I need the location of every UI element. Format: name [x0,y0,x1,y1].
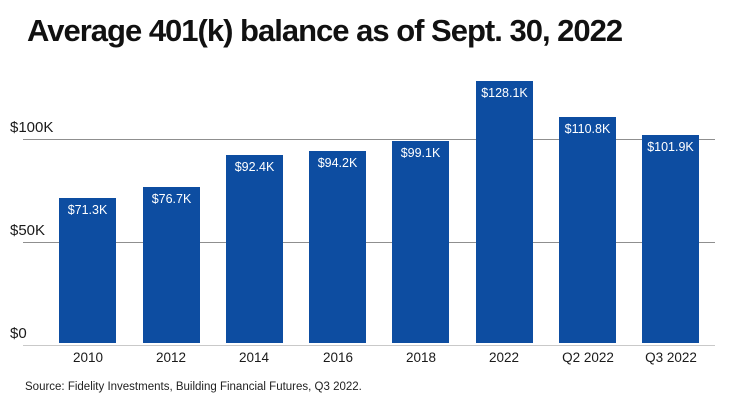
x-tick-label: Q2 2022 [562,350,614,365]
x-axis-line [23,345,715,346]
bar-2010: $71.3K [59,198,116,343]
bar-q2-2022: $110.8K [559,117,616,343]
bar-2012: $76.7K [143,187,200,343]
bar-value-label: $94.2K [317,156,358,170]
x-tick-label: 2018 [405,350,437,365]
bar-value-label: $101.9K [647,140,694,154]
y-tick-label: $0 [10,325,27,342]
bar-2018: $99.1K [392,141,449,343]
x-tick-label: 2016 [322,350,354,365]
bar-q3-2022: $101.9K [642,135,699,343]
bar-value-label: $92.4K [234,160,275,174]
x-tick-label: 2014 [238,350,270,365]
x-tick-label: 2022 [488,350,520,365]
source-note: Source: Fidelity Investments, Building F… [25,381,362,393]
bar-2022: $128.1K [476,81,533,343]
x-tick-label: 2010 [72,350,104,365]
bar-value-label: $110.8K [564,122,611,136]
bar-2016: $94.2K [309,151,366,343]
gridline [23,139,715,140]
x-tick-label: 2012 [155,350,187,365]
bar-value-label: $76.7K [151,192,192,206]
y-tick-label: $50K [10,222,46,239]
gridline [23,242,715,243]
y-tick-label: $100K [10,119,54,136]
chart-title: Average 401(k) balance as of Sept. 30, 2… [27,13,623,48]
bar-value-label: $99.1K [400,146,441,160]
bar-value-label: $71.3K [67,203,108,217]
bar-2014: $92.4K [226,155,283,343]
bar-value-label: $128.1K [481,86,528,100]
x-tick-label: Q3 2022 [645,350,697,365]
